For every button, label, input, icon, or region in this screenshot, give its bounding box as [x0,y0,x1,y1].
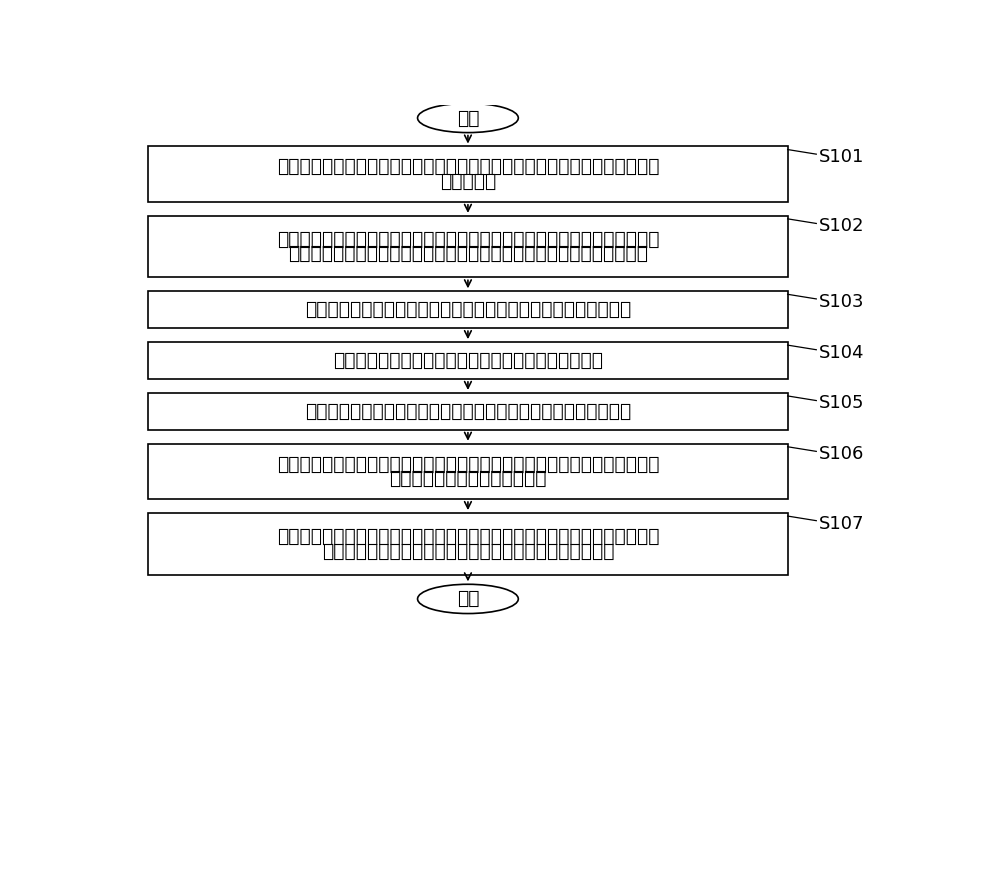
Bar [148,147,788,202]
Bar [148,342,788,379]
Ellipse shape [418,103,518,133]
Text: 作的启动指令，使燃料电池系统基于所述启动指令而启动并进入怨速状态: 作的启动指令，使燃料电池系统基于所述启动指令而启动并进入怨速状态 [288,245,648,263]
Text: S103: S103 [819,293,864,311]
Text: 在动力电池的当前剩余电量低于第一设定电量値时，输出请求燃料电池系统工: 在动力电池的当前剩余电量低于第一设定电量値时，输出请求燃料电池系统工 [277,230,659,249]
Bar [148,392,788,430]
Text: 开始: 开始 [457,108,479,128]
Text: 基于动力电池的当前剩余电量，确定燃料电池系统的基础发电功率: 基于动力电池的当前剩余电量，确定燃料电池系统的基础发电功率 [305,300,631,319]
Bar [148,513,788,574]
Text: 基于车辆的油门蹏板开度，确定驾驶员需求功率偏移量: 基于车辆的油门蹏板开度，确定驾驶员需求功率偏移量 [333,351,603,370]
Bar [148,291,788,328]
Text: S102: S102 [819,218,864,235]
Text: 的环境温度: 的环境温度 [440,172,496,191]
Ellipse shape [418,585,518,614]
Text: 定燃料电池系统的目标发电功率: 定燃料电池系统的目标发电功率 [389,469,547,489]
Text: 基于车辆的轮速和车辆所处的环境温度，确定车辆的最大散热功率: 基于车辆的轮速和车辆所处的环境温度，确定车辆的最大散热功率 [305,402,631,421]
Text: S104: S104 [819,343,864,362]
Text: 将所述目标发电功率发送至燃料电池系统，使处于怨速状态的燃料电池系统按: 将所述目标发电功率发送至燃料电池系统，使处于怨速状态的燃料电池系统按 [277,527,659,546]
Bar [148,444,788,499]
Text: S101: S101 [819,148,864,166]
Text: S107: S107 [819,515,864,532]
Text: 获取动力电池的当前剩余电量、车辆的油门蹏板开度和轮速以及车辆所处位置: 获取动力电池的当前剩余电量、车辆的油门蹏板开度和轮速以及车辆所处位置 [277,157,659,177]
Text: 结束: 结束 [457,589,479,608]
Text: 根据所述基础发电功率、所述驾驶员需求功率偏移量和所述最大散热功率，确: 根据所述基础发电功率、所述驾驶员需求功率偏移量和所述最大散热功率，确 [277,454,659,474]
Text: S105: S105 [819,394,864,413]
Text: 照所述目标发电功率进行发电，为电机和动力电池进行供电: 照所述目标发电功率进行发电，为电机和动力电池进行供电 [322,542,614,560]
Bar [148,216,788,277]
Text: S106: S106 [819,445,864,463]
